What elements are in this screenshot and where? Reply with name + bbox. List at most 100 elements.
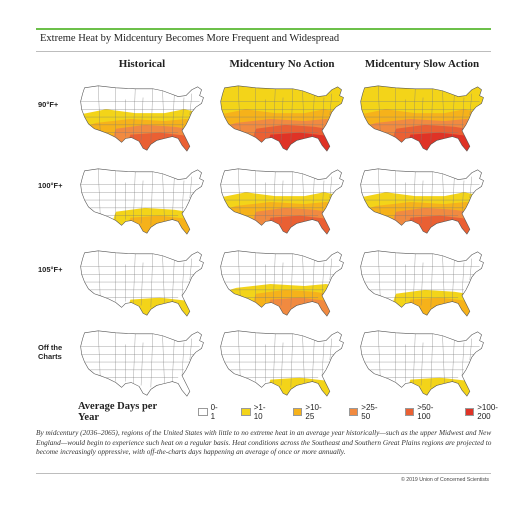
heat-zone (386, 124, 484, 152)
legend-label: 0-1 (210, 403, 218, 421)
us-heat-map (360, 330, 484, 397)
column-header-no-action: Midcentury No Action (229, 58, 335, 70)
legend-item: 0-1 (198, 403, 221, 421)
country-outline (360, 250, 484, 317)
legend-title: Average Days per Year (78, 401, 157, 423)
state-boundary (430, 253, 433, 308)
state-boundary (181, 97, 185, 131)
heat-zone (263, 377, 344, 397)
state-boundary (98, 168, 101, 214)
legend-item: >1-10 (241, 403, 273, 421)
state-boundary (290, 333, 293, 388)
heat-zone (263, 215, 344, 235)
heat-zone (246, 289, 344, 317)
state-boundary (312, 95, 315, 137)
heat-zone (403, 215, 484, 235)
caption: By midcentury (2036–2065), regions of th… (36, 428, 492, 457)
legend-label: >10-25 (305, 403, 322, 421)
legend-swatch (292, 408, 303, 416)
legend: Average Days per Year 0-1 >1-10 >10-25 >25-… (78, 401, 529, 423)
state-boundary (273, 171, 276, 222)
legend-swatch (198, 408, 208, 416)
state-boundary (140, 262, 144, 306)
state-boundary (321, 180, 325, 214)
state-boundary (430, 333, 433, 388)
state-boundary (273, 88, 276, 139)
state-boundary (413, 88, 416, 139)
state-boundary (280, 262, 284, 306)
state-boundary (162, 255, 165, 304)
column-header-slow-action: Midcentury Slow Action (364, 58, 480, 70)
state-boundary (290, 88, 293, 143)
legend-item: >50-100 (404, 403, 445, 421)
state-boundary (189, 176, 192, 199)
state-boundary (172, 95, 175, 137)
state-boundary (140, 97, 144, 141)
heat-zone (403, 297, 484, 317)
state-boundary (133, 333, 136, 384)
state-boundary (273, 253, 276, 304)
country-outline (80, 250, 204, 317)
top-rule (36, 28, 491, 30)
state-boundary (420, 97, 424, 141)
state-boundary (321, 342, 325, 376)
state-boundary (280, 180, 284, 224)
state-boundary (290, 253, 293, 308)
column-header-historical: Historical (118, 58, 166, 70)
legend-items: 0-1 >1-10 >10-25 >25-50 >50-100 >100-200 (198, 403, 529, 421)
state-boundary (302, 90, 305, 139)
title-divider (36, 51, 491, 52)
heat-zone (246, 369, 344, 397)
us-heat-map (80, 250, 204, 317)
state-boundary (133, 253, 136, 304)
legend-label: >1-10 (253, 403, 266, 421)
state-boundary (189, 258, 192, 281)
state-boundary (430, 171, 433, 226)
heat-zone (386, 289, 484, 317)
state-boundary (413, 333, 416, 384)
state-boundary (442, 173, 445, 222)
state-boundary (442, 255, 445, 304)
page-title: Extreme Heat by Midcentury Becomes More … (40, 33, 340, 44)
state-boundary (452, 178, 455, 220)
state-boundary (452, 95, 455, 137)
heat-zone (123, 132, 204, 152)
state-boundary (238, 250, 241, 296)
state-boundary (329, 258, 332, 281)
heat-zone (106, 207, 204, 235)
copyright: © 2019 Union of Concerned Scientists (400, 477, 489, 483)
state-boundary (98, 330, 101, 376)
state-boundary (420, 342, 424, 386)
state-boundary (150, 88, 153, 143)
state-boundary (238, 85, 241, 131)
legend-swatch (348, 408, 359, 416)
heat-zone (123, 215, 204, 235)
us-heat-map (220, 168, 344, 235)
state-boundary (413, 253, 416, 304)
state-boundary (150, 333, 153, 388)
state-boundary (172, 260, 175, 302)
state-boundary (378, 250, 381, 296)
state-boundary (420, 262, 424, 306)
country-outline (360, 330, 484, 397)
country-outline (220, 250, 344, 317)
country-outline (80, 85, 204, 152)
row-label-100f: 100°F+ (38, 181, 63, 190)
us-heat-map (360, 168, 484, 235)
legend-swatch (241, 408, 251, 416)
state-boundary (238, 330, 241, 376)
state-boundary (452, 340, 455, 382)
state-boundary (238, 168, 241, 214)
legend-item: >100-200 (464, 403, 509, 421)
legend-item: >25-50 (348, 403, 385, 421)
state-boundary (469, 258, 472, 281)
legend-label: >100-200 (477, 403, 498, 421)
state-boundary (162, 90, 165, 139)
state-boundary (280, 97, 284, 141)
heat-zone (106, 369, 204, 397)
row-label-90f: 90°F+ (38, 100, 59, 109)
state-boundary (461, 180, 465, 214)
us-heat-map (80, 330, 204, 397)
state-boundary (329, 93, 332, 116)
us-heat-map (220, 250, 344, 317)
